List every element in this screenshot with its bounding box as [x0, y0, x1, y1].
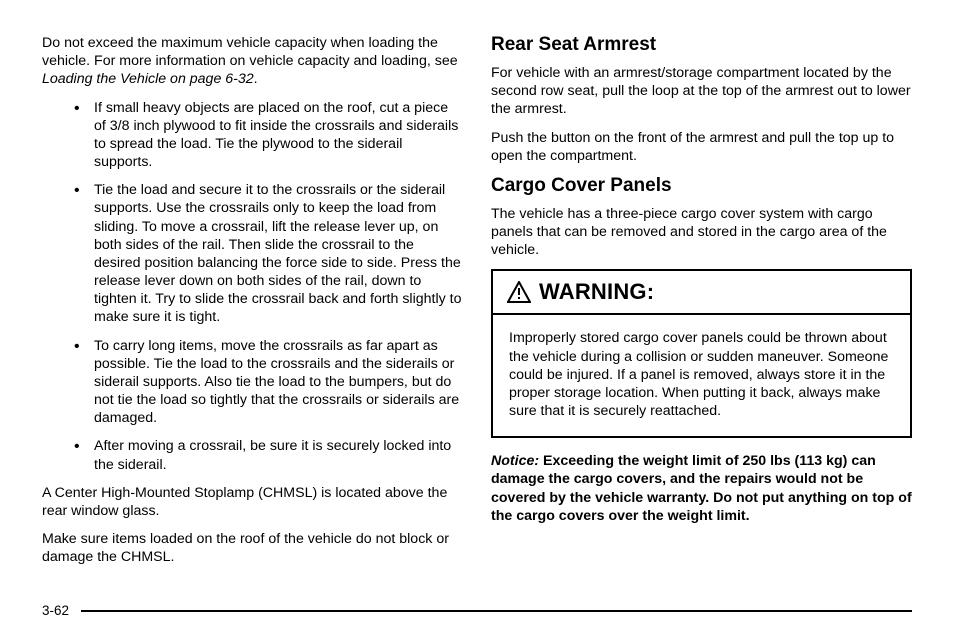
roof-load-bullets: If small heavy objects are placed on the…	[42, 99, 463, 474]
rear-seat-armrest-heading: Rear Seat Armrest	[491, 34, 912, 56]
footer-rule	[81, 610, 912, 612]
warning-triangle-icon	[507, 281, 531, 303]
right-column: Rear Seat Armrest For vehicle with an ar…	[491, 34, 912, 597]
list-item: If small heavy objects are placed on the…	[74, 99, 463, 172]
list-item: To carry long items, move the crossrails…	[74, 337, 463, 428]
warning-label: WARNING:	[539, 279, 654, 305]
notice-body: Exceeding the weight limit of 250 lbs (1…	[491, 453, 912, 524]
notice-label: Notice:	[491, 453, 539, 469]
intro-crossref: Loading the Vehicle on page 6-32	[42, 71, 254, 87]
notice-paragraph: Notice: Exceeding the weight limit of 25…	[491, 452, 912, 525]
manual-page: Do not exceed the maximum vehicle capaci…	[0, 0, 954, 638]
armrest-p2: Push the button on the front of the armr…	[491, 129, 912, 165]
cargo-p1: The vehicle has a three-piece cargo cove…	[491, 205, 912, 260]
list-item: After moving a crossrail, be sure it is …	[74, 437, 463, 473]
intro-paragraph: Do not exceed the maximum vehicle capaci…	[42, 34, 463, 89]
two-column-layout: Do not exceed the maximum vehicle capaci…	[42, 34, 912, 597]
roof-note-paragraph: Make sure items loaded on the roof of th…	[42, 530, 463, 566]
warning-box: WARNING: Improperly stored cargo cover p…	[491, 269, 912, 438]
cargo-cover-heading: Cargo Cover Panels	[491, 175, 912, 197]
intro-text-b: .	[254, 71, 258, 87]
list-item: Tie the load and secure it to the crossr…	[74, 181, 463, 326]
page-footer: 3-62	[42, 603, 912, 618]
warning-body: Improperly stored cargo cover panels cou…	[493, 315, 910, 436]
intro-text-a: Do not exceed the maximum vehicle capaci…	[42, 35, 458, 69]
armrest-p1: For vehicle with an armrest/storage comp…	[491, 64, 912, 119]
chmsl-paragraph: A Center High-Mounted Stoplamp (CHMSL) i…	[42, 484, 463, 520]
warning-header: WARNING:	[493, 271, 910, 315]
page-number: 3-62	[42, 603, 69, 618]
left-column: Do not exceed the maximum vehicle capaci…	[42, 34, 463, 597]
